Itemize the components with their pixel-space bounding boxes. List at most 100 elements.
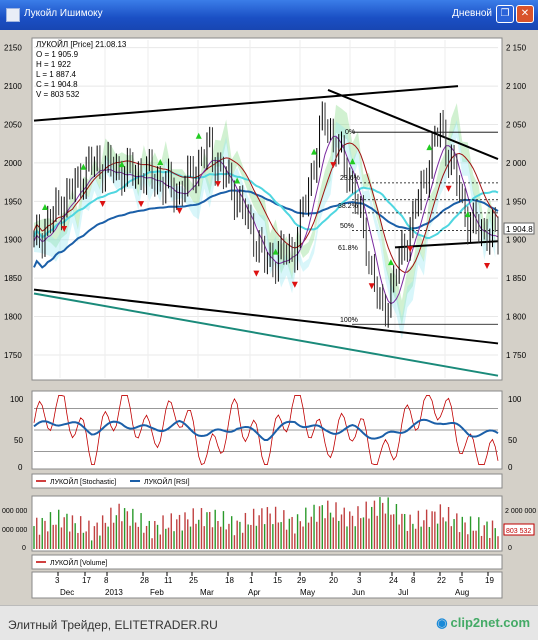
brand-logo: ◉ clip2net.com: [436, 615, 530, 631]
vol-tick-left-1: 000 000: [2, 508, 27, 515]
close-value: C = 1 904.8: [36, 80, 78, 89]
day-label: 28: [140, 576, 149, 585]
price-tick-label-right: 1 850: [506, 274, 527, 283]
day-label: 5: [459, 576, 464, 585]
month-label: Jul: [398, 588, 408, 597]
fractal-down-icon: [138, 201, 145, 208]
price-tick-label: 2150: [4, 44, 22, 53]
osc-tick-50: 50: [14, 436, 23, 445]
day-label: 18: [225, 576, 234, 585]
month-label: Apr: [248, 588, 261, 597]
chart-header: ЛУКОЙЛ [Price] 21.08.13: [36, 40, 127, 49]
day-label: 25: [189, 576, 198, 585]
vol-tick-right-1: 2 000 000: [505, 508, 536, 515]
day-label: 24: [389, 576, 398, 585]
fractal-down-icon: [99, 200, 106, 207]
day-label: 17: [82, 576, 91, 585]
timeframe-label[interactable]: Дневной: [452, 8, 492, 19]
day-label: 29: [297, 576, 306, 585]
fractal-up-icon: [464, 211, 471, 218]
fractal-up-icon: [234, 177, 241, 184]
fractal-down-icon: [253, 270, 260, 277]
stochastic-legend-label: ЛУКОЙЛ [Stochastic]: [50, 477, 116, 486]
downtrend-line: [327, 89, 499, 160]
day-label: 1: [249, 576, 254, 585]
fib-label-0: 0%: [345, 129, 355, 136]
volume-legend-label: ЛУКОЙЛ [Volume]: [50, 558, 107, 567]
clip-icon: ◉: [436, 615, 448, 630]
month-label: Feb: [150, 588, 164, 597]
day-label: 3: [55, 576, 60, 585]
resistance-trendline: [33, 85, 459, 122]
fractal-down-icon: [407, 246, 414, 253]
osc-tick-100-right: 100: [508, 395, 522, 404]
price-tick-label: 2050: [4, 121, 22, 130]
fib-label-38: 38.2%: [338, 203, 358, 210]
time-axis[interactable]: [31, 571, 503, 599]
fractal-up-icon: [80, 163, 87, 170]
day-label: 15: [273, 576, 282, 585]
fractal-down-icon: [214, 181, 221, 188]
last-price-label: 1 904.8: [506, 225, 533, 234]
footer-bar: Элитный Трейдер, ELITETRADER.RU ◉ clip2ne…: [0, 605, 538, 640]
rsi-legend-label: ЛУКОЙЛ [RSI]: [144, 477, 190, 486]
fractal-down-icon: [176, 208, 183, 215]
indicator-overlays: [33, 85, 499, 377]
month-label: May: [300, 588, 315, 597]
vol-tick-left-2: 000 000: [2, 527, 27, 534]
fib-label-61: 61.8%: [338, 245, 358, 252]
price-tick-label-right: 2 050: [506, 121, 527, 130]
sma-cyan-line: [33, 170, 499, 240]
price-tick-label-right: 1 950: [506, 197, 527, 206]
volume-last-tag: [503, 523, 535, 536]
fib-label-50: 50%: [340, 223, 354, 230]
restore-button[interactable]: ❐: [496, 5, 514, 23]
price-tick-label-right: 2 100: [506, 82, 527, 91]
price-tick-label: 1750: [4, 351, 22, 360]
osc-tick-0-right: 0: [508, 463, 513, 472]
fractal-down-icon: [368, 283, 375, 290]
day-label: 8: [411, 576, 416, 585]
stochastic-line: [33, 395, 499, 466]
close-button[interactable]: ✕: [516, 5, 534, 23]
price-tick-label-right: 1 900: [506, 236, 527, 245]
volume-bars: [33, 497, 499, 549]
osc-tick-0: 0: [18, 463, 23, 472]
window-titlebar: Лукойл Ишимоку Дневной ❐ ✕: [0, 0, 538, 30]
fractal-down-icon: [61, 225, 68, 232]
price-tick-label-right: 1 800: [506, 313, 527, 322]
day-label: 8: [104, 576, 109, 585]
day-label: 11: [164, 576, 173, 585]
day-label: 20: [329, 576, 338, 585]
osc-tick-50-right: 50: [508, 436, 517, 445]
price-tick-label: 2100: [4, 82, 22, 91]
last-price-tag: [503, 222, 535, 235]
oscillator-series: [33, 395, 499, 466]
fractal-down-icon: [445, 185, 452, 192]
price-tick-label: 1900: [4, 236, 22, 245]
fractal-down-icon: [330, 162, 337, 169]
ichimoku-cloud-green: [34, 103, 496, 326]
oscillator-legend: [31, 473, 503, 489]
rsi-line: [33, 418, 499, 442]
vol-tick-left-0: 0: [22, 545, 26, 552]
price-tick-label: 1800: [4, 313, 22, 322]
price-tick-label-right: 2 000: [506, 159, 527, 168]
fib-label-100: 100%: [340, 317, 358, 324]
price-tick-label: 1850: [4, 274, 22, 283]
fractal-up-icon: [426, 144, 433, 151]
month-label: Aug: [455, 588, 469, 597]
fractal-up-icon: [272, 248, 279, 255]
volume-legend: [31, 554, 503, 570]
day-label: 19: [485, 576, 494, 585]
price-tick-label: 1950: [4, 197, 22, 206]
vol-tick-right-0: 0: [508, 545, 512, 552]
fractal-up-icon: [311, 148, 318, 155]
fractal-down-icon: [484, 263, 491, 270]
ichimoku-cloud-cyan: [34, 120, 496, 340]
price-tick-label: 2000: [4, 159, 22, 168]
price-panel[interactable]: [31, 37, 503, 381]
window-title: Лукойл Ишимоку: [24, 8, 103, 19]
sma-200-line: [33, 189, 499, 269]
